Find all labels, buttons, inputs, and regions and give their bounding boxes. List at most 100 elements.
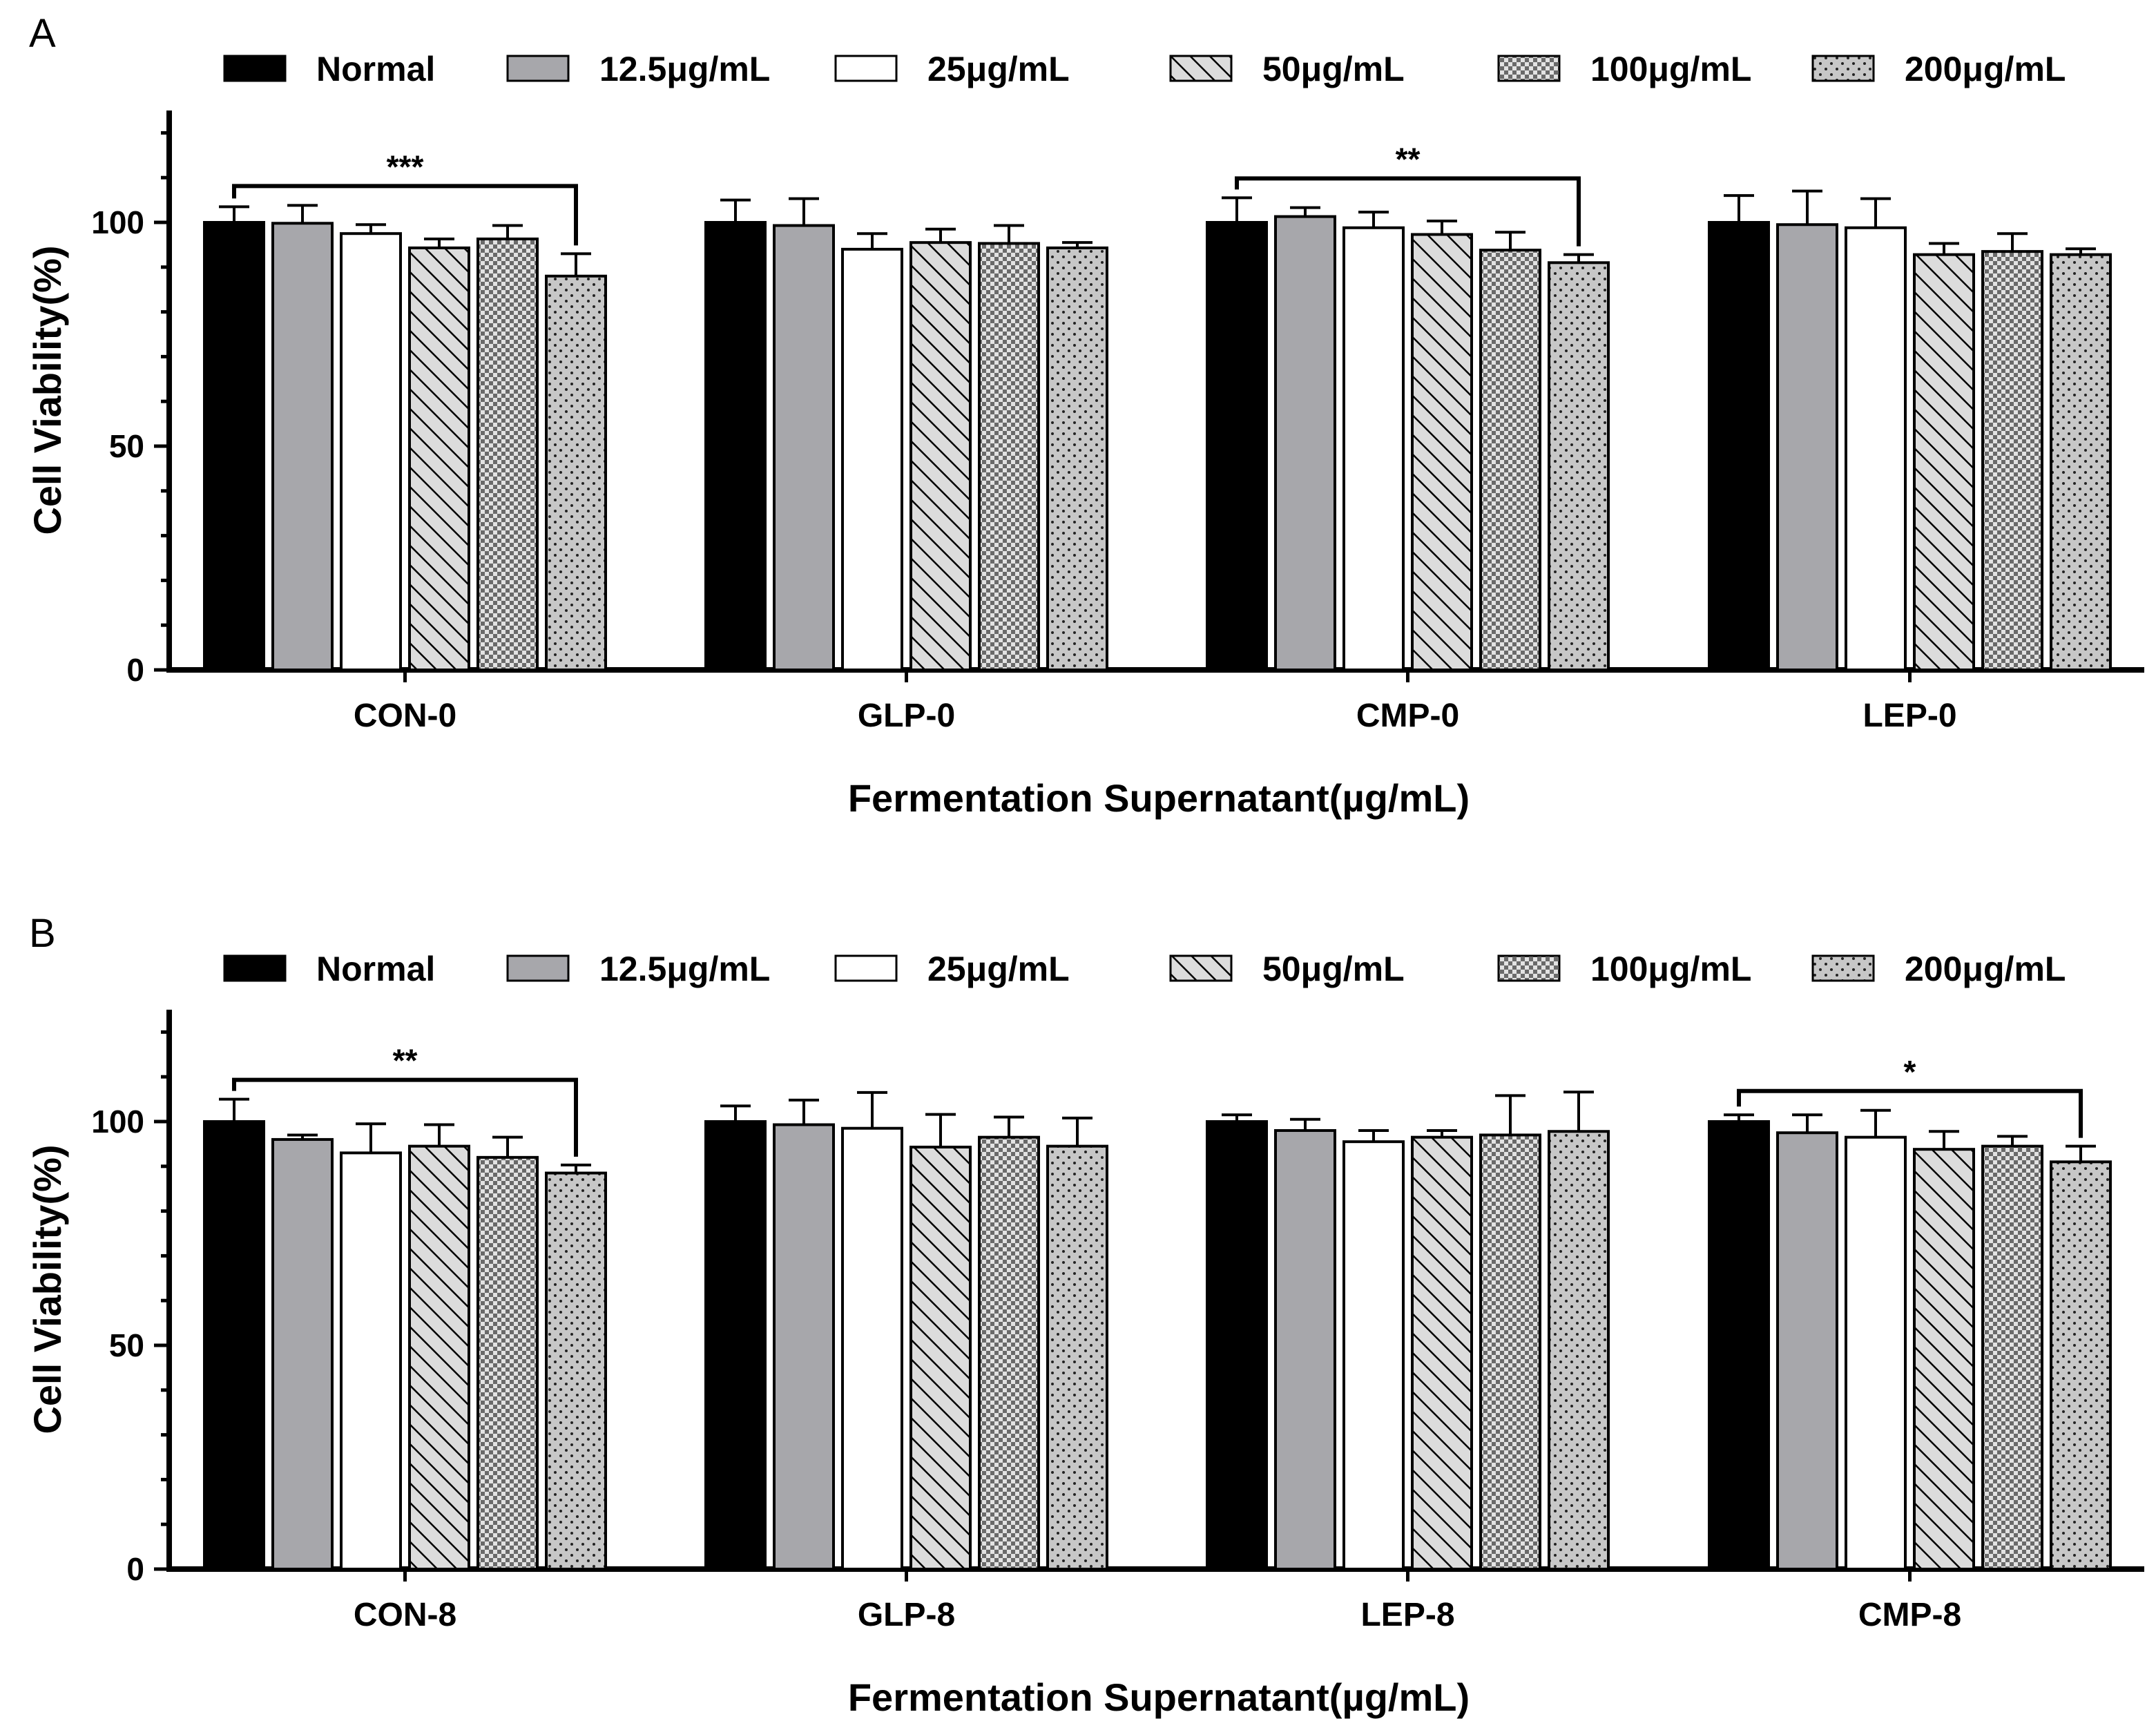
bar-cmp-0-4 <box>1411 233 1473 672</box>
bar-lep-0-6 <box>2050 253 2112 671</box>
bar-cmp-0-1 <box>1206 221 1268 671</box>
x-axis-title: Fermentation Supernatant(µg/mL) <box>848 776 1470 820</box>
bar-glp-8-5 <box>978 1135 1040 1571</box>
bar-con-0-6 <box>545 274 607 671</box>
x-tick-label: CMP-8 <box>1858 1597 1961 1633</box>
y-axis-title: Cell Viability(%) <box>26 1144 69 1434</box>
bar-lep-0-2 <box>1776 223 1838 671</box>
legend-label: 12.5μg/mL <box>599 50 770 88</box>
y-tick-label: 50 <box>109 428 144 464</box>
legend-swatch-5 <box>1497 954 1561 982</box>
x-tick-label: LEP-8 <box>1360 1597 1454 1633</box>
significance-bracket <box>232 1077 578 1157</box>
bar-cmp-8-6 <box>2050 1160 2112 1570</box>
x-tick-label: CMP-0 <box>1356 698 1459 734</box>
y-tick-label: 100 <box>91 204 144 240</box>
x-tick-label: GLP-8 <box>858 1597 955 1633</box>
bar-con-8-4 <box>408 1144 470 1570</box>
legend-swatch-5 <box>1497 55 1561 82</box>
bar-cmp-8-2 <box>1776 1131 1838 1570</box>
panel-label-B: B <box>29 911 56 956</box>
bar-lep-8-5 <box>1479 1133 1541 1570</box>
legend-label: Normal <box>316 50 435 88</box>
legend-label: Normal <box>316 950 435 988</box>
bar-cmp-8-1 <box>1708 1120 1770 1570</box>
significance-label: ** <box>393 1043 418 1079</box>
x-tick-label: LEP-0 <box>1863 698 1956 734</box>
legend-swatch-6 <box>1811 954 1875 982</box>
bar-glp-0-6 <box>1046 246 1108 672</box>
legend-swatch-2 <box>506 954 570 982</box>
bar-con-0-5 <box>477 237 539 671</box>
bar-lep-8-2 <box>1274 1128 1336 1570</box>
bar-cmp-0-5 <box>1479 249 1541 671</box>
legend-label: 200μg/mL <box>1905 50 2066 88</box>
legend-swatch-2 <box>506 55 570 82</box>
bar-con-0-2 <box>271 222 334 671</box>
bar-cmp-0-2 <box>1274 215 1336 671</box>
significance-bracket <box>232 184 578 246</box>
legend-swatch-1 <box>223 55 287 82</box>
legend-label: 25μg/mL <box>927 950 1070 988</box>
bar-lep-8-1 <box>1206 1120 1268 1570</box>
bar-glp-0-1 <box>704 221 767 671</box>
significance-label: * <box>1904 1054 1916 1090</box>
legend-swatch-6 <box>1811 55 1875 82</box>
bar-glp-0-4 <box>909 241 972 672</box>
bar-con-0-4 <box>408 246 470 672</box>
bar-con-8-1 <box>203 1120 265 1570</box>
bar-lep-0-4 <box>1913 253 1975 671</box>
bar-con-8-3 <box>340 1151 402 1570</box>
bar-glp-8-1 <box>704 1120 767 1570</box>
bar-cmp-0-3 <box>1342 226 1405 671</box>
x-tick-label: CON-0 <box>354 698 456 734</box>
bar-glp-8-2 <box>773 1123 835 1570</box>
bar-lep-8-4 <box>1411 1135 1473 1571</box>
legend-label: 100μg/mL <box>1590 950 1751 988</box>
legend-label: 12.5μg/mL <box>599 950 770 988</box>
bar-con-0-3 <box>340 232 402 671</box>
legend-label: 50μg/mL <box>1262 50 1405 88</box>
y-tick-label: 0 <box>126 652 144 688</box>
bar-glp-8-3 <box>841 1126 903 1570</box>
y-axis-title: Cell Viability(%) <box>26 245 69 535</box>
bar-cmp-8-5 <box>1981 1144 2043 1570</box>
significance-label: ** <box>1396 141 1421 177</box>
legend-label: 200μg/mL <box>1905 950 2066 988</box>
bar-con-0-1 <box>203 221 265 671</box>
x-tick-label: GLP-0 <box>858 698 955 734</box>
bar-lep-8-6 <box>1548 1130 1610 1570</box>
bar-lep-0-3 <box>1845 226 1907 671</box>
bar-glp-8-6 <box>1046 1144 1108 1570</box>
y-tick-label: 0 <box>126 1551 144 1587</box>
bar-cmp-8-4 <box>1913 1148 1975 1570</box>
x-axis-title: Fermentation Supernatant(µg/mL) <box>848 1675 1470 1719</box>
y-tick-label: 50 <box>109 1327 144 1363</box>
legend-swatch-4 <box>1169 954 1233 982</box>
legend-label: 25μg/mL <box>927 50 1070 88</box>
legend-swatch-3 <box>834 55 898 82</box>
bar-glp-0-3 <box>841 247 903 671</box>
bar-glp-0-2 <box>773 224 835 671</box>
bar-con-8-5 <box>477 1155 539 1570</box>
significance-bracket <box>1737 1088 2083 1138</box>
significance-bracket <box>1235 176 1581 247</box>
bar-con-8-2 <box>271 1137 334 1571</box>
legend-label: 50μg/mL <box>1262 950 1405 988</box>
significance-label: *** <box>387 148 424 184</box>
legend-swatch-3 <box>834 954 898 982</box>
bar-cmp-8-3 <box>1845 1135 1907 1571</box>
bar-glp-0-5 <box>978 242 1040 671</box>
legend-swatch-4 <box>1169 55 1233 82</box>
bar-lep-8-3 <box>1342 1140 1405 1571</box>
bar-con-8-6 <box>545 1171 607 1570</box>
y-tick-label: 100 <box>91 1104 144 1140</box>
legend-swatch-1 <box>223 954 287 982</box>
x-tick-label: CON-8 <box>354 1597 456 1633</box>
panel-label-A: A <box>29 11 56 56</box>
bar-glp-8-4 <box>909 1145 972 1571</box>
legend-label: 100μg/mL <box>1590 50 1751 88</box>
bar-lep-0-5 <box>1981 250 2043 671</box>
bar-lep-0-1 <box>1708 221 1770 671</box>
